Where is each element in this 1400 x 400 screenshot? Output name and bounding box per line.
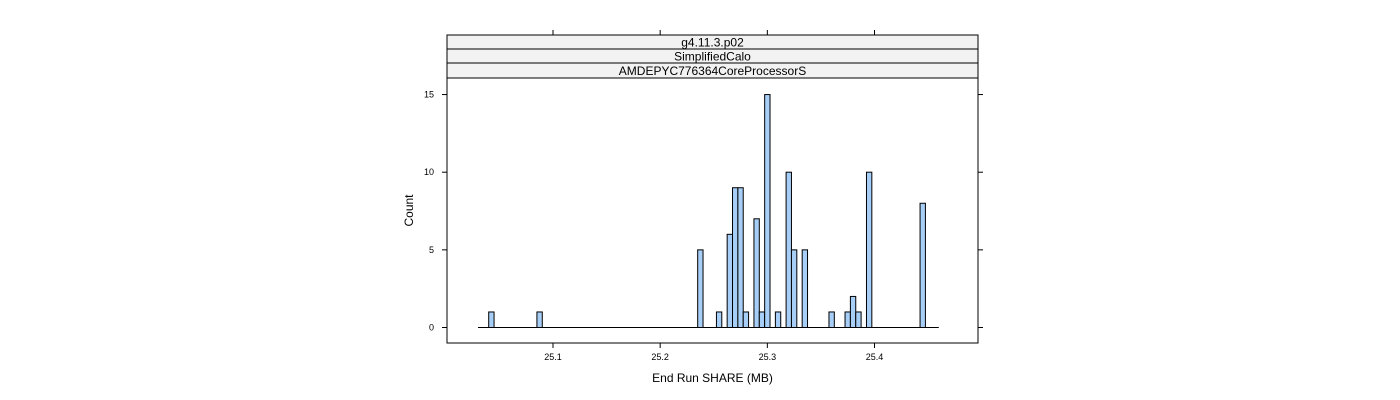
y-axis-title: Count: [402, 194, 416, 227]
x-tick-label: 25.1: [544, 352, 562, 362]
strip-label-2: SimplifiedCalo: [674, 50, 751, 64]
histogram-bar: [737, 187, 744, 328]
histogram-bar: [764, 94, 771, 328]
histogram-bar: [844, 311, 851, 329]
histogram-bar: [753, 218, 760, 328]
histogram-bar: [536, 311, 543, 329]
y-tick-label: 5: [429, 245, 434, 255]
histogram-bar: [785, 171, 792, 328]
y-axis-right: [978, 94, 983, 328]
y-tick-label: 0: [429, 323, 434, 333]
x-tick-label: 25.3: [759, 352, 777, 362]
histogram-bar: [865, 171, 873, 328]
histogram-bar: [715, 311, 723, 329]
histogram-bar: [774, 311, 782, 329]
histogram-bar: [732, 187, 739, 328]
x-tick-label: 25.4: [866, 352, 884, 362]
histogram-bar: [801, 249, 809, 329]
x-axis-top: [552, 30, 876, 35]
histogram-bar: [828, 311, 835, 329]
strip-label-3: AMDEPYC776364CoreProcessorS: [619, 64, 806, 78]
histogram-bar: [919, 202, 926, 328]
x-axis-bottom: 25.1 25.2 25.3 25.4: [544, 343, 883, 362]
histogram-bar: [855, 311, 862, 329]
y-tick-label: 15: [424, 90, 434, 100]
histogram-bar: [849, 295, 857, 329]
x-tick-label: 25.2: [651, 352, 669, 362]
histogram-bar: [790, 249, 798, 329]
histogram-bar: [697, 249, 704, 329]
plot-panel: [446, 77, 979, 344]
histogram-bar: [742, 311, 750, 329]
x-axis-title: End Run SHARE (MB): [652, 371, 773, 385]
y-axis-left: 0 5 10 15: [424, 90, 447, 333]
histogram-bar: [758, 311, 766, 329]
histogram-bar: [726, 233, 734, 329]
histogram-bar: [488, 311, 495, 329]
strip-headers: g4.11.3.p02 SimplifiedCalo AMDEPYC776364…: [446, 34, 979, 79]
y-tick-label: 10: [424, 167, 434, 177]
strip-label-1: g4.11.3.p02: [681, 36, 744, 50]
histogram-bars: [488, 94, 926, 329]
